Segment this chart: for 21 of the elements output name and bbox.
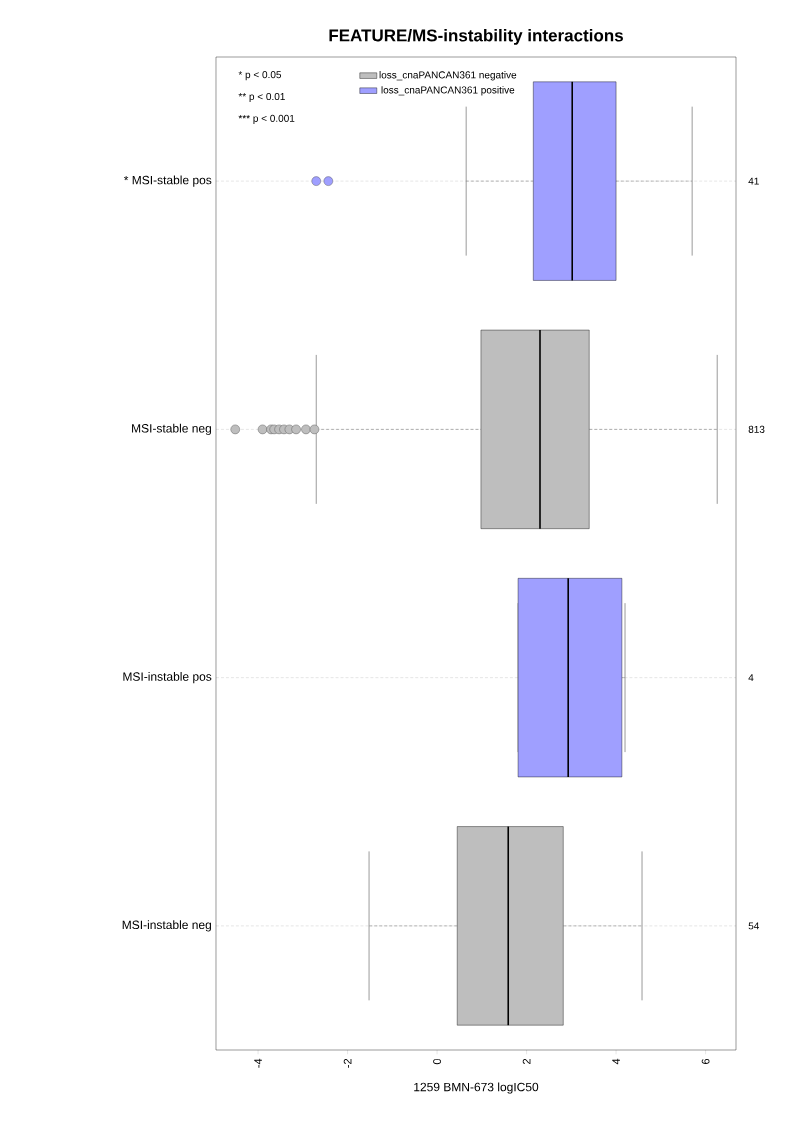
annotation: * p < 0.05 (238, 71, 282, 81)
legend-label: loss_cnaPANCAN361 positive (381, 86, 515, 96)
x-tick-label: -2 (343, 1059, 352, 1068)
text: 813 (748, 425, 765, 433)
text: 4 (748, 674, 754, 682)
x-axis-title: 1259 BMN-673 logIC50 (414, 1082, 539, 1094)
y-tick-label: MSI-stable neg (132, 423, 212, 435)
x-tick-label: 2 (522, 1059, 531, 1065)
y-tick-label: * MSI-stable pos (123, 175, 212, 187)
chart-title: FEATURE/MS-instability interactions (329, 28, 623, 45)
x-tick-label: 0 (433, 1058, 441, 1065)
text: 41 (748, 177, 759, 185)
x-tick-label: -4 (254, 1058, 262, 1068)
x-tick-label: 6 (701, 1058, 710, 1065)
legend-label: loss_cnaPANCAN361 negative (379, 71, 517, 81)
y-tick-label: MSI-instable neg (122, 920, 212, 932)
x-tick-label: 4 (612, 1058, 620, 1065)
annotation: *** p < 0.001 (238, 114, 295, 124)
text: 54 (748, 922, 760, 930)
annotation: ** p < 0.01 (238, 92, 285, 103)
y-tick-label: MSI-instable pos (123, 672, 212, 684)
